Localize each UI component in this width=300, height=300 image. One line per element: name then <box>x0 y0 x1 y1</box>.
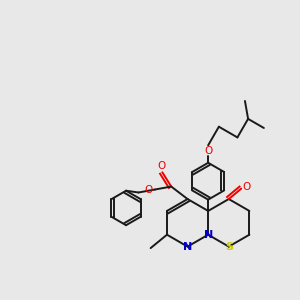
Text: N: N <box>183 242 192 252</box>
Text: O: O <box>144 184 152 194</box>
Text: O: O <box>242 182 251 192</box>
Text: O: O <box>158 161 166 171</box>
Text: O: O <box>204 146 212 156</box>
Text: S: S <box>225 242 233 252</box>
Text: N: N <box>203 230 213 240</box>
